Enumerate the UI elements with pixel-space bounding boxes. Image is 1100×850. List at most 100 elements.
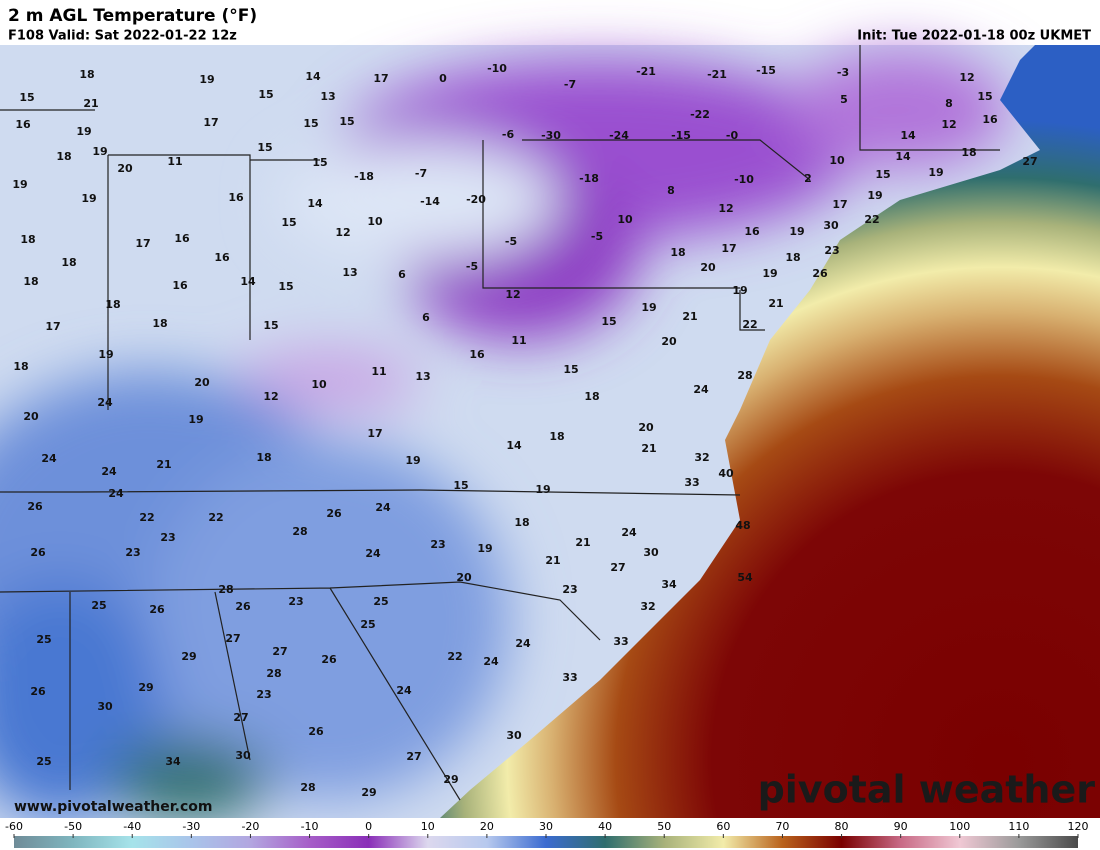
temperature-label: 6 — [422, 311, 430, 324]
temperature-label: 14 — [305, 70, 321, 83]
temperature-label: 17 — [373, 72, 388, 85]
temperature-label: -15 — [671, 129, 691, 142]
temperature-label: 12 — [505, 288, 520, 301]
temperature-label: 29 — [361, 786, 376, 799]
temperature-label: 18 — [785, 251, 800, 264]
temperature-label: 18 — [79, 68, 94, 81]
temperature-label: 28 — [292, 525, 307, 538]
temperature-label: 21 — [682, 310, 697, 323]
temperature-label: 26 — [27, 500, 43, 513]
temperature-label: 25 — [36, 755, 51, 768]
temperature-label: 13 — [415, 370, 430, 383]
temperature-label: 12 — [959, 71, 974, 84]
temperature-label: 15 — [258, 88, 273, 101]
temperature-label: 22 — [447, 650, 462, 663]
temperature-label: 22 — [864, 213, 879, 226]
temperature-label: 22 — [208, 511, 223, 524]
temperature-label: -21 — [707, 68, 727, 81]
temperature-label: 19 — [477, 542, 492, 555]
temperature-label: 24 — [41, 452, 57, 465]
colorbar — [14, 836, 1078, 848]
colorbar-tick-label: 10 — [421, 820, 435, 833]
temperature-label: 20 — [638, 421, 654, 434]
temperature-label: 16 — [744, 225, 760, 238]
temperature-label: 14 — [240, 275, 256, 288]
temperature-label: 15 — [303, 117, 318, 130]
colorbar-tick-label: -30 — [182, 820, 200, 833]
temperature-label: 18 — [56, 150, 71, 163]
colorbar-tick-label: 20 — [480, 820, 494, 833]
colorbar-tick-label: -20 — [241, 820, 259, 833]
temperature-label: 20 — [700, 261, 716, 274]
temperature-label: 19 — [199, 73, 214, 86]
temperature-label: 16 — [228, 191, 244, 204]
temperature-label: 25 — [36, 633, 51, 646]
temperature-label: 29 — [181, 650, 196, 663]
temperature-label: 23 — [160, 531, 175, 544]
temperature-label: -5 — [466, 260, 478, 273]
temperature-label: 19 — [732, 284, 747, 297]
temperature-label: 24 — [621, 526, 637, 539]
borders — [0, 45, 1000, 801]
temperature-label: 26 — [30, 685, 46, 698]
temperature-label: 18 — [61, 256, 76, 269]
temperature-label: 28 — [218, 583, 233, 596]
temperature-label: 6 — [398, 268, 406, 281]
temperature-label: -24 — [609, 129, 629, 142]
temperature-label: -15 — [756, 64, 776, 77]
temperature-label: 18 — [152, 317, 167, 330]
temperature-label: 23 — [288, 595, 303, 608]
colorbar-tick-label: 80 — [835, 820, 849, 833]
temperature-label: 14 — [900, 129, 916, 142]
colorbar-tick-label: 90 — [894, 820, 908, 833]
temperature-label: 17 — [203, 116, 218, 129]
temperature-label: 30 — [97, 700, 113, 713]
temperature-label: 16 — [174, 232, 190, 245]
temperature-label: 19 — [12, 178, 27, 191]
temperature-label: 23 — [824, 244, 839, 257]
temperature-label: 15 — [257, 141, 272, 154]
temperature-label: -21 — [636, 65, 656, 78]
temperature-label: 11 — [167, 155, 182, 168]
temperature-label: 20 — [23, 410, 39, 423]
temperature-label: 12 — [718, 202, 733, 215]
temperature-label: 18 — [670, 246, 685, 259]
temperature-label: 16 — [214, 251, 230, 264]
temperature-label: 26 — [812, 267, 828, 280]
colorbar-tick-label: -10 — [301, 820, 319, 833]
temperature-label: 19 — [188, 413, 203, 426]
temperature-label: -5 — [505, 235, 517, 248]
temperature-label: 10 — [367, 215, 383, 228]
temperature-label: -7 — [564, 78, 576, 91]
temperature-label: 30 — [235, 749, 251, 762]
temperature-label: 12 — [941, 118, 956, 131]
temperature-label: -7 — [415, 167, 427, 180]
temperature-label: 29 — [138, 681, 153, 694]
temperature-label: 20 — [456, 571, 472, 584]
temperature-label: 28 — [300, 781, 315, 794]
temperature-label: 14 — [895, 150, 911, 163]
temperature-label: 32 — [640, 600, 655, 613]
temperature-label: 33 — [613, 635, 628, 648]
temperature-label: 25 — [373, 595, 388, 608]
website: www.pivotalweather.com — [14, 799, 213, 815]
temperature-label: 30 — [643, 546, 659, 559]
temperature-label: 22 — [742, 318, 757, 331]
temperature-label: 18 — [961, 146, 976, 159]
temperature-label: 15 — [977, 90, 992, 103]
temperature-label: 34 — [661, 578, 677, 591]
temperature-label: 14 — [506, 439, 522, 452]
temperature-label: 2 — [804, 172, 812, 185]
temperature-label: -6 — [502, 128, 515, 141]
temperature-label: 19 — [641, 301, 656, 314]
temperature-label: 17 — [367, 427, 382, 440]
temperature-label: 24 — [515, 637, 531, 650]
temperature-label: 23 — [125, 546, 140, 559]
temperature-label: 19 — [762, 267, 777, 280]
temperature-label: 27 — [272, 645, 287, 658]
colorbar-tick-label: 100 — [949, 820, 970, 833]
temperature-label: 10 — [311, 378, 327, 391]
temperature-label: 21 — [83, 97, 98, 110]
temperature-label: 5 — [840, 93, 848, 106]
colorbar-tick-label: 70 — [775, 820, 789, 833]
